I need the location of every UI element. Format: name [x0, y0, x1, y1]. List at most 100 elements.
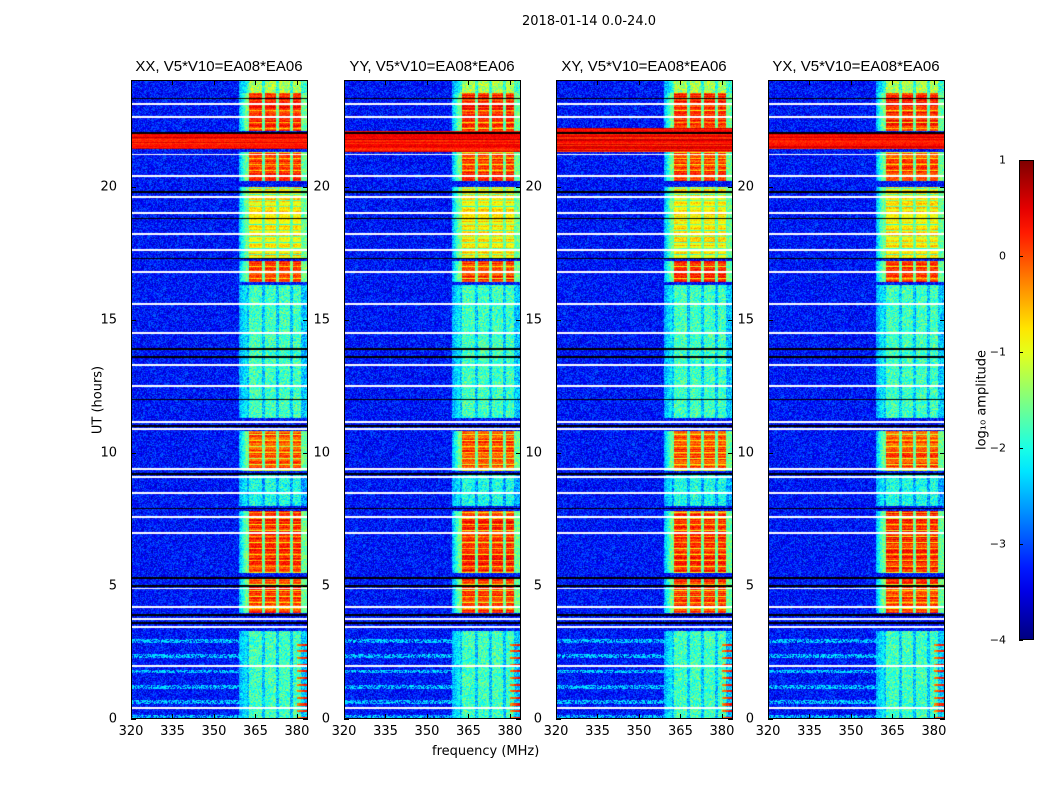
- x-tick-label: 380: [921, 724, 947, 739]
- x-tick-mark: [426, 714, 428, 719]
- x-tick-label: 365: [456, 724, 481, 739]
- y-axis-label: UT (hours): [90, 365, 106, 435]
- y-tick-mark: [768, 719, 773, 720]
- y-tick-mark: [940, 585, 945, 587]
- y-tick-mark: [303, 719, 308, 720]
- y-tick-mark: [728, 186, 733, 188]
- x-tick-mark: [385, 80, 387, 85]
- x-tick-mark: [768, 80, 769, 85]
- y-tick-label: 10: [737, 445, 754, 461]
- panel-title: XX, V5*V10=EA08*EA06: [135, 58, 303, 75]
- heatmap-image: [344, 80, 521, 719]
- y-tick-mark: [131, 452, 136, 454]
- y-tick-mark: [940, 319, 945, 321]
- y-tick-label: 0: [745, 711, 754, 727]
- colorbar-tick-label: −2: [989, 441, 1006, 455]
- x-tick-label: 335: [373, 724, 398, 739]
- x-tick-mark: [933, 80, 935, 85]
- x-tick-mark: [344, 80, 345, 85]
- colorbar-tick-label: 0: [999, 249, 1006, 263]
- colorbar-tick-label: −1: [989, 345, 1006, 359]
- y-tick-label: 15: [737, 312, 754, 328]
- y-tick-mark: [131, 585, 136, 587]
- y-tick-mark: [768, 186, 773, 188]
- y-tick-mark: [303, 319, 308, 321]
- x-tick-mark: [892, 80, 894, 85]
- x-tick-mark: [213, 80, 215, 85]
- y-tick-mark: [516, 186, 521, 188]
- x-tick-mark: [426, 80, 428, 85]
- y-tick-mark: [516, 452, 521, 454]
- x-tick-mark: [255, 714, 257, 719]
- x-tick-mark: [680, 80, 682, 85]
- y-tick-label: 0: [108, 711, 117, 727]
- y-tick-mark: [344, 719, 349, 720]
- y-tick-mark: [516, 585, 521, 587]
- y-tick-mark: [303, 186, 308, 188]
- x-tick-mark: [131, 714, 132, 719]
- colorbar-tick-mark: [1019, 256, 1023, 257]
- y-tick-mark: [768, 585, 773, 587]
- x-tick-mark: [344, 714, 345, 719]
- x-tick-mark: [556, 714, 557, 719]
- y-tick-mark: [940, 452, 945, 454]
- colorbar-label: log₁₀ amplitude: [974, 349, 990, 451]
- y-tick-mark: [131, 719, 136, 720]
- y-tick-mark: [768, 452, 773, 454]
- colorbar-tick-mark: [1019, 352, 1023, 353]
- x-tick-mark: [296, 714, 298, 719]
- panel-yx: YX, V5*V10=EA08*EA06 320 335 350 365 380 0 5 10 1…: [737, 58, 946, 738]
- y-tick-label: 5: [533, 578, 542, 594]
- x-tick-mark: [556, 80, 557, 85]
- x-tick-label: 380: [284, 724, 310, 739]
- figure-title: 2018-01-14 0.0-24.0: [522, 14, 656, 29]
- x-tick-label: 350: [838, 724, 864, 739]
- x-tick-label: 365: [880, 724, 905, 739]
- y-tick-mark: [516, 319, 521, 321]
- y-tick-mark: [131, 186, 136, 188]
- axes-frame: [768, 80, 945, 719]
- panel-yy: YY, V5*V10=EA08*EA06 320 335 350 365 380 0 5 10 1…: [313, 58, 522, 738]
- y-tick-mark: [556, 319, 561, 321]
- panel-title: YY, V5*V10=EA08*EA06: [349, 58, 515, 75]
- y-tick-mark: [556, 585, 561, 587]
- x-tick-mark: [172, 714, 174, 719]
- x-tick-label: 320: [118, 724, 144, 739]
- y-tick-mark: [556, 186, 561, 188]
- heatmap-image: [556, 80, 733, 719]
- y-tick-label: 15: [525, 312, 542, 328]
- x-tick-mark: [721, 80, 723, 85]
- x-tick-mark: [509, 714, 511, 719]
- x-tick-label: 320: [543, 724, 569, 739]
- y-tick-mark: [344, 319, 349, 321]
- panel-title: YX, V5*V10=EA08*EA06: [772, 58, 940, 75]
- axes-frame: [344, 80, 521, 719]
- y-tick-mark: [303, 452, 308, 454]
- y-tick-mark: [516, 719, 521, 720]
- y-tick-mark: [728, 719, 733, 720]
- x-tick-mark: [172, 80, 174, 85]
- panel-xx: XX, V5*V10=EA08*EA06 320 335 350 365 380 0 5 10 1…: [100, 58, 309, 738]
- x-tick-mark: [892, 714, 894, 719]
- colorbar-tick-label: −3: [989, 537, 1006, 551]
- x-tick-mark: [768, 714, 769, 719]
- y-tick-label: 5: [108, 578, 117, 594]
- y-tick-mark: [728, 585, 733, 587]
- x-tick-mark: [850, 714, 852, 719]
- x-tick-mark: [296, 80, 298, 85]
- y-tick-label: 15: [313, 312, 330, 328]
- colorbar-tick-mark: [1019, 544, 1023, 545]
- x-tick-mark: [509, 80, 511, 85]
- colorbar-tick-mark: [1019, 160, 1023, 161]
- x-tick-mark: [468, 714, 470, 719]
- x-tick-mark: [131, 80, 132, 85]
- x-tick-mark: [680, 714, 682, 719]
- x-tick-label: 320: [755, 724, 781, 739]
- x-tick-mark: [385, 714, 387, 719]
- y-tick-mark: [131, 319, 136, 321]
- y-tick-label: 0: [321, 711, 330, 727]
- y-tick-label: 0: [533, 711, 542, 727]
- x-tick-label: 335: [585, 724, 610, 739]
- y-tick-label: 5: [745, 578, 754, 594]
- x-tick-mark: [213, 714, 215, 719]
